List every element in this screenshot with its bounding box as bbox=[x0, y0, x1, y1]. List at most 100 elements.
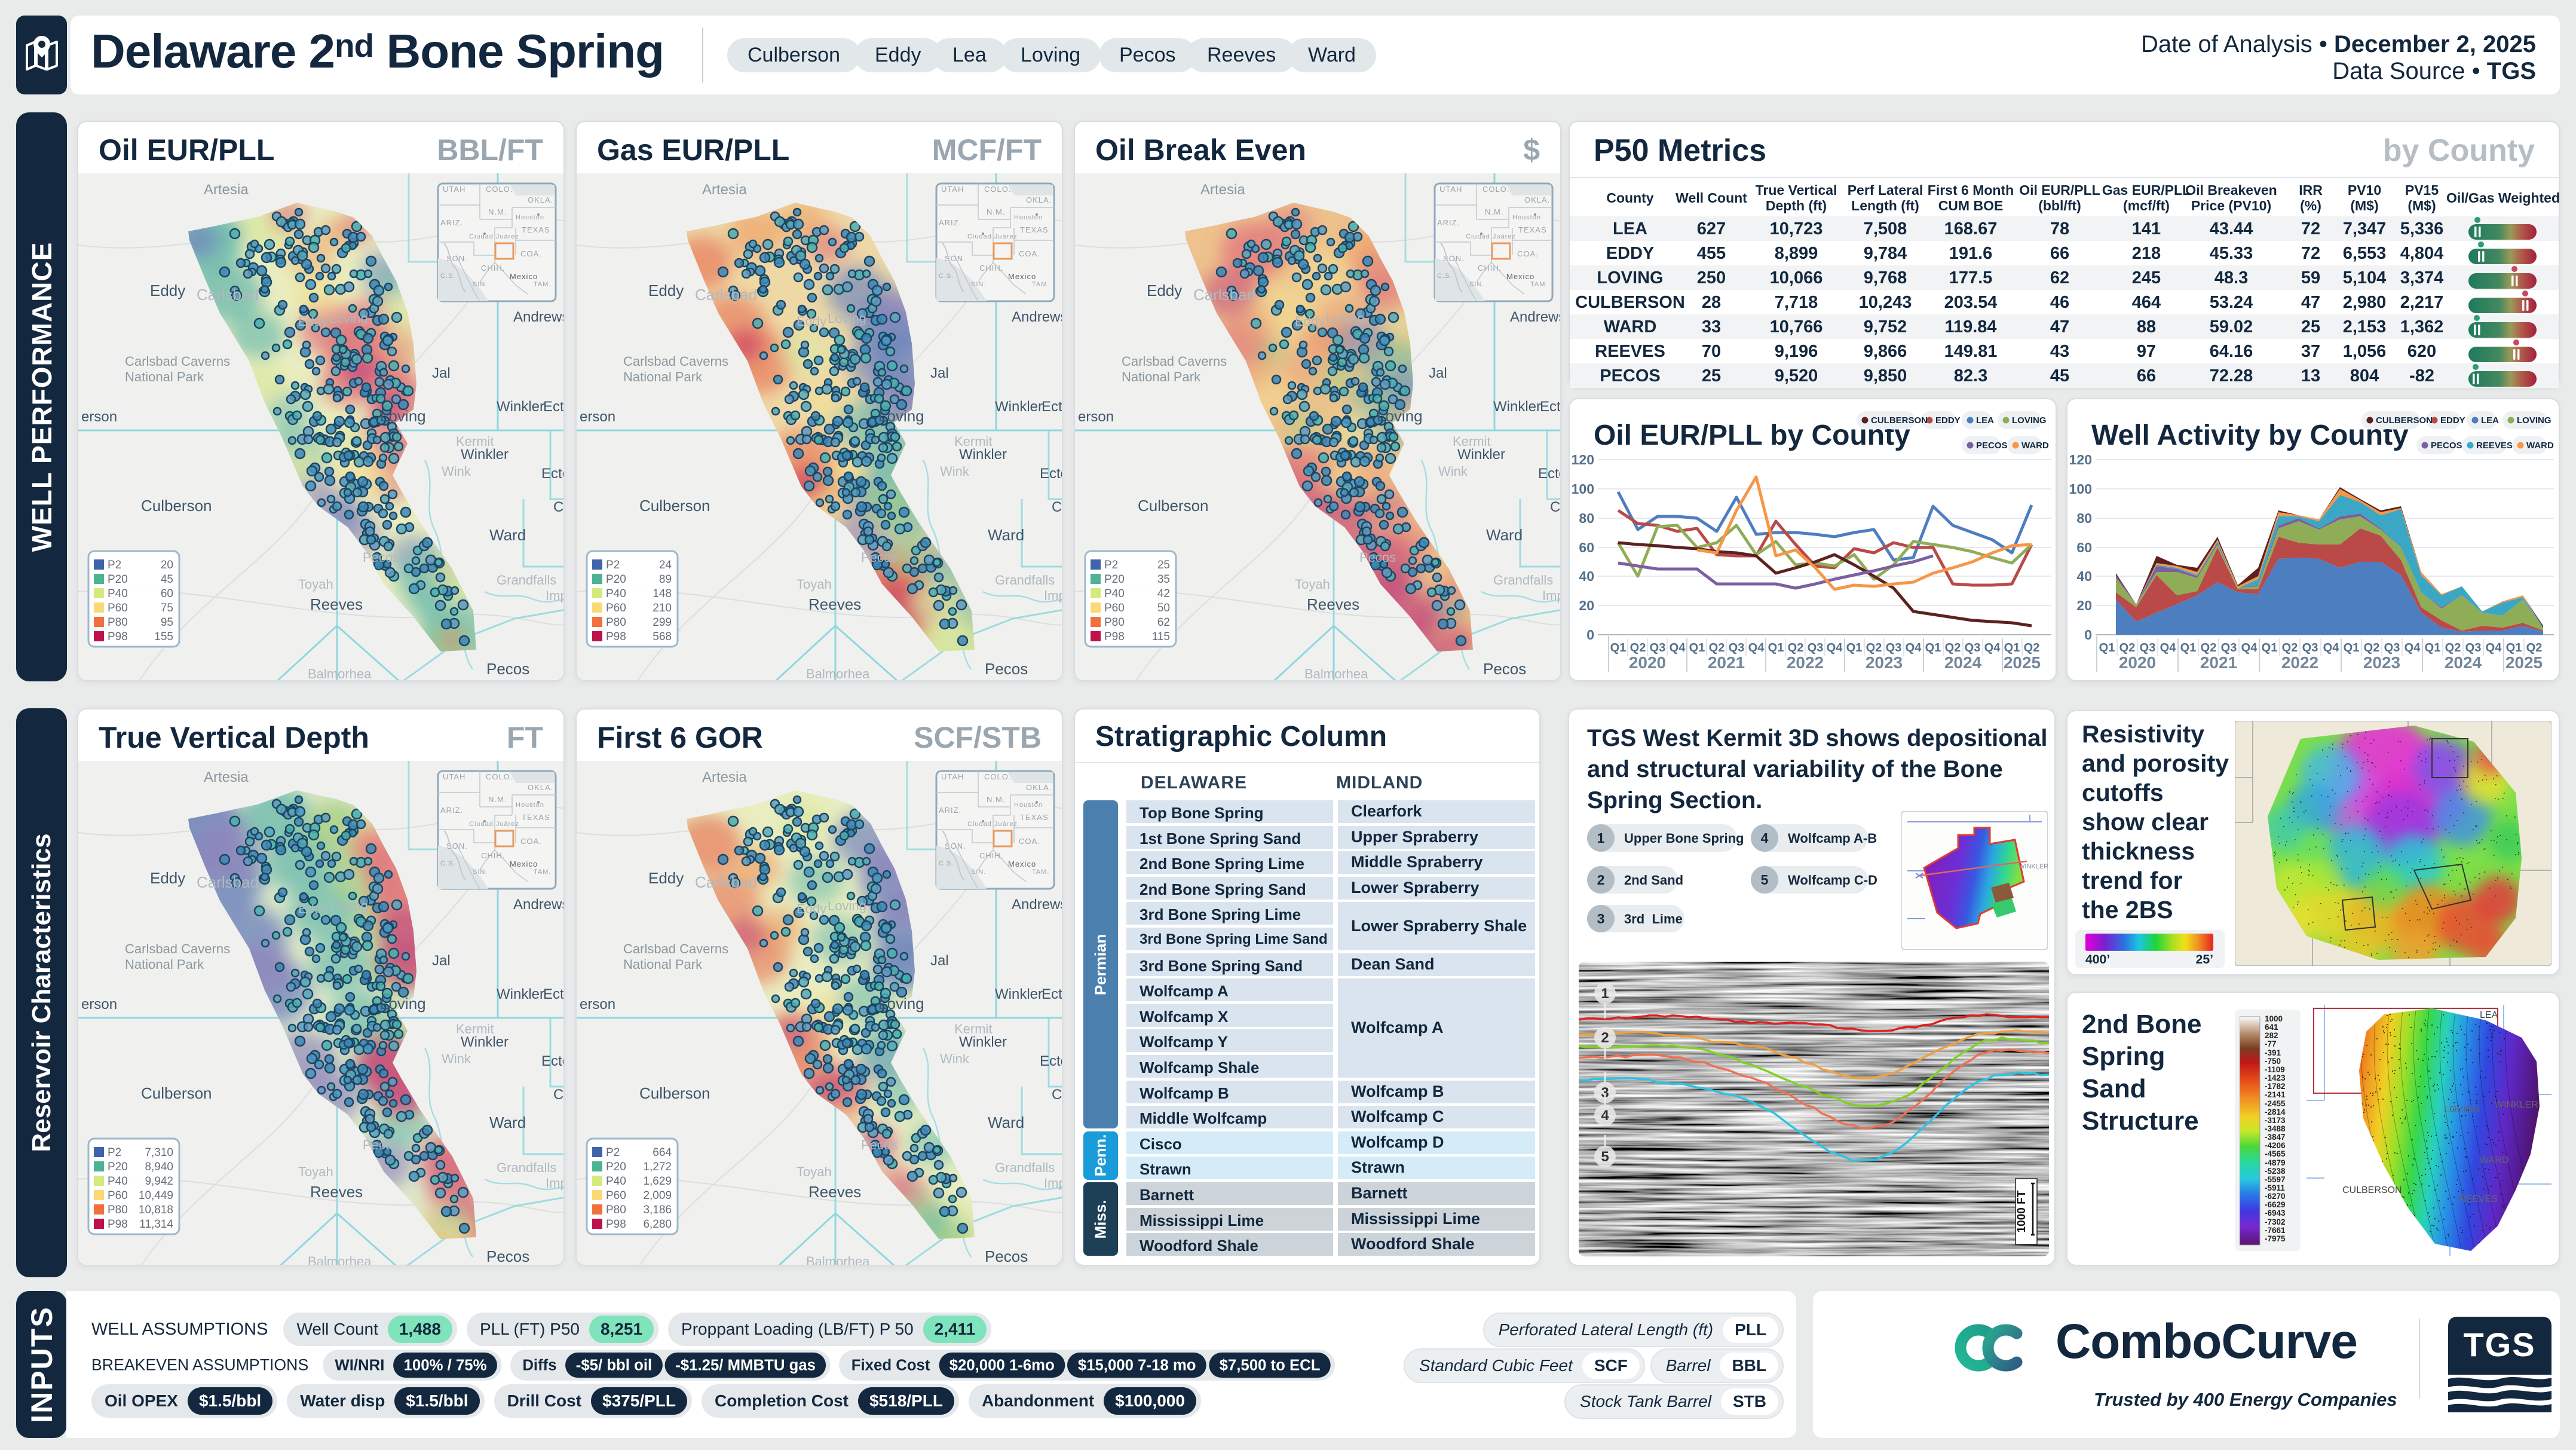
svg-text:SIN.: SIN. bbox=[473, 868, 488, 876]
svg-text:Houston: Houston bbox=[1014, 214, 1043, 221]
svg-text:CHIH.: CHIH. bbox=[481, 851, 505, 860]
svg-text:Q3: Q3 bbox=[2302, 641, 2318, 654]
svg-text:P20: P20 bbox=[606, 1161, 626, 1173]
svg-text:C.S.: C.S. bbox=[939, 273, 954, 280]
svg-text:-6943: -6943 bbox=[2265, 1209, 2286, 1217]
svg-text:Crane: Crane bbox=[1052, 1087, 1062, 1103]
svg-text:Crane: Crane bbox=[1550, 499, 1560, 515]
svg-text:Andrews: Andrews bbox=[1012, 309, 1062, 325]
svg-text:148: 148 bbox=[653, 588, 672, 600]
svg-text:National Park: National Park bbox=[125, 369, 204, 384]
svg-text:2024: 2024 bbox=[2445, 653, 2482, 672]
svg-text:Pecos: Pecos bbox=[861, 1137, 898, 1152]
svg-text:CULBERSON: CULBERSON bbox=[1871, 415, 1928, 426]
svg-text:P20: P20 bbox=[1104, 573, 1125, 586]
svg-text:-391: -391 bbox=[2265, 1048, 2281, 1057]
svg-text:N.M.: N.M. bbox=[1485, 207, 1503, 216]
svg-text:Q2: Q2 bbox=[2119, 641, 2136, 654]
svg-text:WARD: WARD bbox=[2480, 1155, 2508, 1165]
svg-text:-750: -750 bbox=[2265, 1057, 2281, 1066]
svg-text:erson: erson bbox=[81, 996, 117, 1012]
svg-text:Reeves: Reeves bbox=[310, 1183, 363, 1201]
svg-text:P2: P2 bbox=[1104, 559, 1118, 571]
svg-text:Q2: Q2 bbox=[2364, 641, 2380, 654]
svg-text:Winkler: Winkler bbox=[1457, 446, 1505, 463]
svg-text:-4879: -4879 bbox=[2265, 1158, 2286, 1167]
svg-text:2020: 2020 bbox=[2119, 653, 2156, 672]
svg-text:Q1: Q1 bbox=[1925, 641, 1941, 654]
svg-text:TAM.: TAM. bbox=[534, 868, 551, 876]
svg-text:Winkler: Winkler bbox=[995, 986, 1043, 1002]
svg-text:Culberson: Culberson bbox=[1138, 497, 1209, 515]
svg-text:Imperial: Imperial bbox=[546, 1176, 563, 1191]
svg-text:CHIH.: CHIH. bbox=[979, 264, 1003, 273]
svg-text:-5238: -5238 bbox=[2265, 1167, 2286, 1176]
svg-text:60: 60 bbox=[161, 588, 173, 600]
svg-text:Crane: Crane bbox=[553, 499, 563, 515]
svg-text:Wink: Wink bbox=[1438, 464, 1468, 479]
svg-text:Grandfalls: Grandfalls bbox=[995, 1160, 1055, 1175]
svg-text:COA.: COA. bbox=[520, 837, 542, 846]
svg-text:60: 60 bbox=[2076, 540, 2092, 555]
svg-text:Carlsbad: Carlsbad bbox=[695, 873, 757, 891]
svg-text:Artesia: Artesia bbox=[702, 182, 747, 198]
svg-text:Well Activity by County: Well Activity by County bbox=[2091, 420, 2409, 451]
svg-text:80: 80 bbox=[1579, 510, 1594, 526]
svg-text:Ector: Ector bbox=[1042, 399, 1062, 415]
svg-text:Carlsbad Caverns: Carlsbad Caverns bbox=[1122, 354, 1227, 369]
svg-text:Q2: Q2 bbox=[1709, 641, 1725, 654]
svg-text:Q4: Q4 bbox=[2405, 641, 2421, 654]
svg-text:Winkler: Winkler bbox=[497, 399, 544, 415]
svg-text:OKLA.: OKLA. bbox=[1524, 195, 1550, 204]
svg-text:Q3: Q3 bbox=[2221, 641, 2237, 654]
svg-text:C.S.: C.S. bbox=[939, 860, 954, 867]
svg-text:20: 20 bbox=[1579, 598, 1594, 613]
svg-text:Houston: Houston bbox=[516, 214, 544, 221]
svg-text:Q2: Q2 bbox=[1788, 641, 1804, 654]
svg-text:Culberson: Culberson bbox=[639, 1084, 710, 1102]
svg-text:50: 50 bbox=[1157, 602, 1170, 614]
svg-text:UTAH: UTAH bbox=[1439, 185, 1462, 194]
svg-text:100: 100 bbox=[1572, 481, 1594, 497]
svg-text:-5911: -5911 bbox=[2265, 1183, 2285, 1192]
svg-text:Grandfalls: Grandfalls bbox=[1493, 573, 1553, 588]
svg-text:-3488: -3488 bbox=[2265, 1124, 2286, 1133]
svg-text:erson: erson bbox=[580, 409, 615, 425]
svg-text:Balmorhea: Balmorhea bbox=[1304, 666, 1368, 681]
svg-text:P40: P40 bbox=[108, 588, 128, 600]
svg-text:OKLA.: OKLA. bbox=[1026, 195, 1052, 204]
svg-text:282: 282 bbox=[2265, 1031, 2278, 1040]
svg-text:89: 89 bbox=[659, 573, 672, 586]
svg-text:PECOS: PECOS bbox=[1976, 440, 2008, 451]
svg-text:2024: 2024 bbox=[1944, 653, 1982, 672]
svg-text:Balmorhea: Balmorhea bbox=[806, 1254, 870, 1266]
svg-text:568: 568 bbox=[653, 631, 672, 643]
svg-text:P60: P60 bbox=[108, 1189, 128, 1202]
svg-text:REEVES: REEVES bbox=[2476, 440, 2513, 451]
svg-text:Eddy: Eddy bbox=[648, 869, 684, 887]
svg-text:Q2: Q2 bbox=[2445, 641, 2461, 654]
svg-text:ARIZ.: ARIZ. bbox=[440, 218, 463, 227]
svg-text:115: 115 bbox=[1152, 631, 1170, 643]
svg-text:Crane: Crane bbox=[1052, 499, 1062, 515]
svg-text:EDDY: EDDY bbox=[1935, 415, 1961, 426]
svg-text:Pecos: Pecos bbox=[363, 550, 399, 565]
svg-text:Q1: Q1 bbox=[2180, 641, 2197, 654]
svg-text:Winkler: Winkler bbox=[461, 446, 509, 463]
svg-text:Jal: Jal bbox=[1429, 365, 1447, 381]
svg-text:P60: P60 bbox=[108, 602, 128, 614]
svg-text:Q3: Q3 bbox=[1808, 641, 1824, 654]
svg-text:Q1: Q1 bbox=[2004, 641, 2020, 654]
svg-text:1000: 1000 bbox=[2265, 1014, 2283, 1023]
svg-text:Q2: Q2 bbox=[2526, 641, 2543, 654]
svg-text:8,940: 8,940 bbox=[145, 1161, 173, 1173]
svg-text:Andrews: Andrews bbox=[1012, 897, 1062, 913]
svg-text:Loving: Loving bbox=[329, 898, 368, 913]
svg-text:SIN.: SIN. bbox=[971, 868, 986, 876]
svg-text:Artesia: Artesia bbox=[204, 769, 249, 785]
svg-text:ARIZ.: ARIZ. bbox=[1437, 218, 1460, 227]
svg-text:Mexico: Mexico bbox=[1008, 272, 1036, 281]
svg-text:Carlsbad: Carlsbad bbox=[197, 286, 259, 304]
svg-text:Kermit: Kermit bbox=[456, 1021, 494, 1036]
svg-text:ARIZ.: ARIZ. bbox=[440, 806, 463, 815]
